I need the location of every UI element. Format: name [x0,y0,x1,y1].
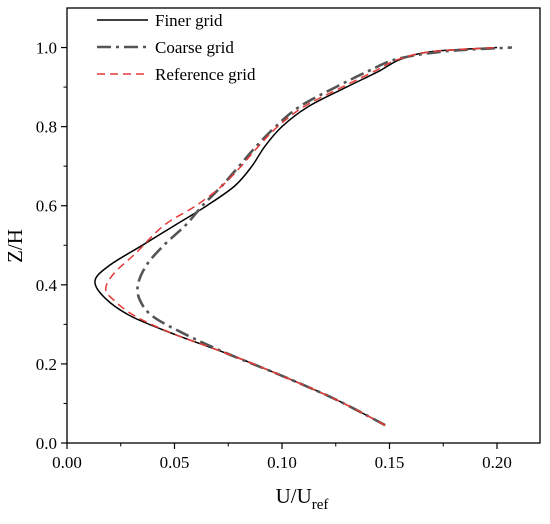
y-tick-label: 0.4 [36,276,58,295]
legend-label-2: Coarse grid [155,38,234,57]
x-axis-title-subscript: ref [312,497,329,513]
y-axis-title: Z/H [3,229,27,263]
y-tick-label: 0.0 [36,434,57,453]
series-layer [94,46,513,427]
x-tick-label: 0.15 [375,453,405,472]
plot-frame [66,7,541,444]
legend: Finer grid Coarse grid Reference grid [97,11,256,84]
x-tick-label: 0.00 [52,453,82,472]
y-tick-label: 0.8 [36,118,57,137]
x-tick-label: 0.05 [160,453,190,472]
legend-label-3: Reference grid [155,65,256,84]
x-tick-label: 0.10 [267,453,297,472]
y-tick-label: 1.0 [36,39,57,58]
x-axis-title: U/Uref [276,484,329,513]
plot-area-border [66,7,541,444]
series-line-2 [136,46,513,427]
x-tick-label: 0.20 [482,453,512,472]
x-axis-title-main: U/U [276,484,312,508]
axis-ticks: 0.00 0.05 0.10 0.15 0.20 0.0 0.2 0.4 0.6 0.8 1.0 [36,39,512,472]
legend-label-1: Finer grid [155,11,223,30]
series-line-3 [104,46,498,426]
series-line-1 [94,46,498,426]
y-tick-label: 0.2 [36,355,57,374]
y-tick-label: 0.6 [36,197,57,216]
